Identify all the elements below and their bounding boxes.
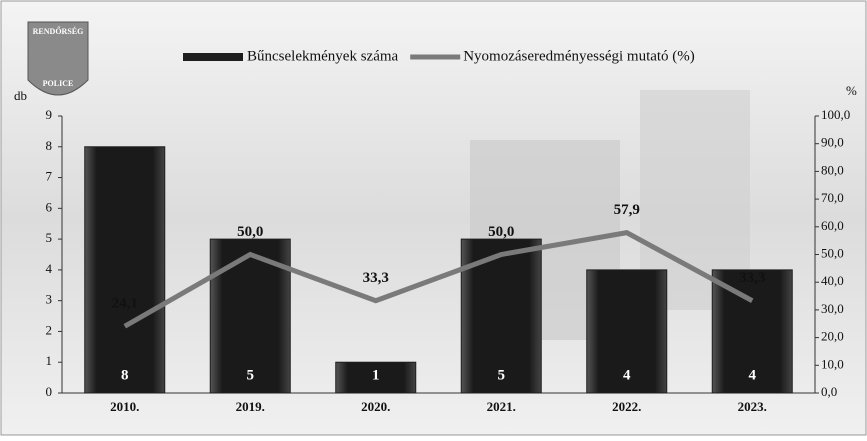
logo-text: POLICE <box>43 79 74 88</box>
legend-label: Nyomozáseredményességi mutató (%) <box>463 48 695 64</box>
y2-tick-label: 90,0 <box>821 135 844 150</box>
bar-value-label: 8 <box>121 367 129 383</box>
y2-tick-label: 50,0 <box>821 245 844 260</box>
y-tick-label: 8 <box>46 138 53 153</box>
legend-label: Bűncselekmények száma <box>247 48 399 64</box>
bar-value-label: 5 <box>247 367 255 383</box>
y-tick-label: 7 <box>46 169 53 184</box>
bar-value-label: 4 <box>749 367 757 383</box>
y-tick-label: 1 <box>46 353 53 368</box>
y-axis-label: db <box>14 88 27 103</box>
y2-tick-label: 0,0 <box>821 384 837 399</box>
y2-axis-label: % <box>846 83 857 98</box>
y-tick-label: 2 <box>46 322 53 337</box>
y2-tick-label: 40,0 <box>821 273 844 288</box>
legend-swatch <box>183 53 243 61</box>
page: {"logo": {"top": "RENDŐRSÉG", "bottom": … <box>0 0 867 436</box>
line-value-label: 57,9 <box>614 202 640 218</box>
x-tick-label: 2019. <box>236 399 265 414</box>
line-value-label: 50,0 <box>488 224 514 240</box>
line-value-label: 33,3 <box>363 270 389 286</box>
y2-tick-label: 80,0 <box>821 162 844 177</box>
logo: RENDŐRSÉG POLICE <box>28 22 88 95</box>
y2-tick-label: 20,0 <box>821 329 844 344</box>
y-tick-label: 4 <box>46 261 53 276</box>
line-value-label: 24,1 <box>112 296 138 312</box>
x-tick-label: 2021. <box>487 399 516 414</box>
y2-tick-label: 100,0 <box>821 107 850 122</box>
y2-tick-label: 10,0 <box>821 356 844 371</box>
x-tick-label: 2020. <box>361 399 390 414</box>
logo-text: RENDŐRSÉG <box>33 26 84 36</box>
bar-value-label: 4 <box>623 367 631 383</box>
y-tick-label: 6 <box>46 199 53 214</box>
x-tick-label: 2023. <box>738 399 767 414</box>
line-value-label: 50,0 <box>237 224 263 240</box>
y-tick-label: 0 <box>46 384 53 399</box>
y-tick-label: 5 <box>46 230 53 245</box>
x-tick-label: 2010. <box>110 399 139 414</box>
y2-tick-label: 60,0 <box>821 218 844 233</box>
bar-value-label: 1 <box>372 367 380 383</box>
chart: RENDŐRSÉG POLICE db % 01234567890,010,02… <box>0 0 867 436</box>
bar-value-label: 5 <box>498 367 506 383</box>
y-tick-label: 3 <box>46 292 53 307</box>
y-tick-label: 9 <box>46 107 53 122</box>
y2-tick-label: 30,0 <box>821 301 844 316</box>
line-value-label: 33,3 <box>739 270 765 286</box>
y2-tick-label: 70,0 <box>821 190 844 205</box>
x-tick-label: 2022. <box>612 399 641 414</box>
bar <box>85 147 165 393</box>
